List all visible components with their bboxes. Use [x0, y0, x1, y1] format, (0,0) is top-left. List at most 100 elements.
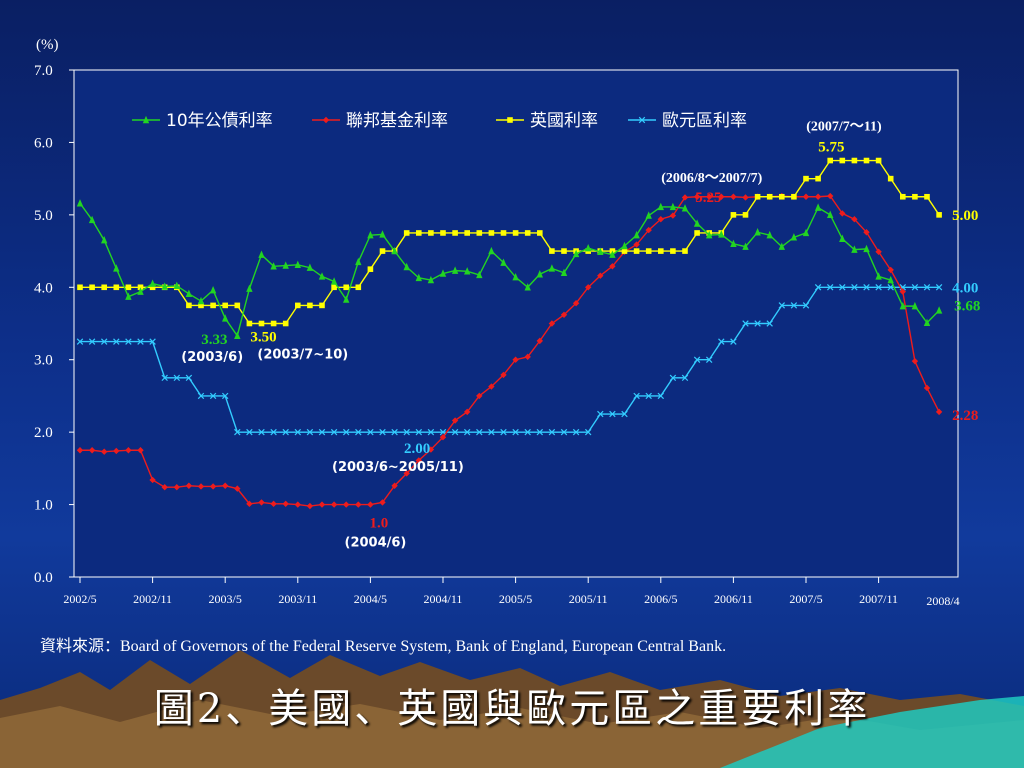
data-point — [355, 257, 362, 266]
legend-label: 10年公債利率 — [166, 111, 273, 131]
data-point — [911, 284, 919, 291]
annotation-label: 1.0 — [370, 515, 389, 531]
page-title: 圖2、美國、英國與歐元區之重要利率 — [153, 686, 871, 732]
data-point — [669, 212, 677, 219]
data-point — [391, 482, 398, 489]
data-point — [282, 428, 289, 436]
data-point — [173, 281, 180, 290]
data-point — [488, 230, 495, 236]
data-point — [149, 279, 156, 287]
data-point — [669, 202, 677, 211]
data-point — [899, 301, 906, 310]
legend-label: 聯邦基金利率 — [346, 111, 448, 131]
data-point — [536, 428, 544, 436]
data-point — [488, 246, 495, 255]
data-point — [536, 337, 543, 345]
data-point — [754, 193, 761, 200]
data-point — [766, 193, 773, 200]
data-point — [512, 230, 519, 236]
annotation-label: 5.75 — [818, 140, 844, 156]
data-point — [911, 357, 919, 365]
data-point — [730, 338, 737, 345]
data-point — [149, 476, 156, 484]
data-point — [488, 383, 495, 390]
x-tick-label: 2004/11 — [424, 592, 463, 606]
data-point — [403, 262, 410, 271]
data-point — [923, 318, 931, 326]
data-point — [682, 248, 688, 254]
data-point — [113, 264, 120, 272]
data-point — [306, 502, 314, 510]
data-point — [537, 230, 543, 236]
series-line — [79, 202, 940, 338]
data-point — [322, 116, 330, 124]
data-point — [500, 258, 507, 266]
data-point — [681, 374, 689, 382]
data-point — [778, 242, 785, 250]
data-point — [887, 175, 894, 182]
data-point — [101, 284, 107, 291]
data-point — [258, 320, 265, 327]
data-point — [887, 275, 894, 284]
data-point — [88, 215, 96, 224]
data-point — [246, 320, 253, 327]
data-point — [451, 266, 459, 274]
data-point — [524, 283, 531, 291]
data-point — [76, 447, 84, 454]
data-point — [319, 302, 325, 309]
data-point — [161, 282, 168, 290]
data-point — [548, 428, 556, 436]
data-point — [923, 384, 931, 392]
data-point — [246, 428, 253, 436]
data-point — [137, 284, 144, 291]
data-point — [318, 428, 326, 436]
annotation-label: 2.28 — [952, 408, 978, 424]
data-point — [464, 267, 471, 275]
data-point — [609, 410, 616, 418]
data-point — [899, 288, 906, 295]
data-point — [318, 501, 326, 508]
data-point — [730, 239, 737, 248]
data-point — [209, 392, 217, 400]
data-point — [452, 230, 458, 236]
data-point — [766, 230, 773, 239]
data-point — [585, 284, 592, 291]
data-point — [294, 260, 301, 269]
data-point — [343, 295, 350, 303]
data-point — [887, 266, 894, 274]
data-point — [693, 193, 701, 200]
data-point — [790, 233, 798, 241]
data-point — [306, 263, 314, 271]
data-point — [234, 485, 241, 492]
data-point — [343, 501, 350, 508]
data-point — [609, 250, 616, 258]
legend-item: 歐元區利率 — [628, 111, 747, 131]
data-point — [693, 356, 701, 363]
data-point — [367, 230, 374, 239]
data-point — [391, 428, 398, 436]
data-point — [718, 193, 725, 200]
data-point — [428, 230, 434, 236]
data-point — [427, 428, 435, 436]
data-point — [476, 392, 483, 400]
data-point — [609, 263, 616, 270]
data-point — [802, 228, 810, 237]
annotation-label: (2004/6) — [345, 535, 407, 550]
data-point — [657, 202, 664, 211]
data-point — [814, 284, 822, 291]
data-point — [185, 289, 193, 298]
data-point — [803, 175, 809, 182]
x-tick-label: 2007/5 — [789, 592, 822, 606]
data-point — [706, 193, 713, 200]
y-tick-label: 1.0 — [34, 498, 53, 514]
data-point — [814, 193, 822, 200]
data-point — [379, 248, 386, 254]
data-point — [645, 392, 652, 400]
data-point — [270, 320, 277, 327]
data-point — [863, 284, 870, 291]
y-tick-label: 0.0 — [34, 570, 53, 586]
data-point — [270, 428, 277, 436]
data-point — [294, 428, 302, 436]
data-point — [778, 302, 786, 309]
data-point — [851, 245, 858, 253]
